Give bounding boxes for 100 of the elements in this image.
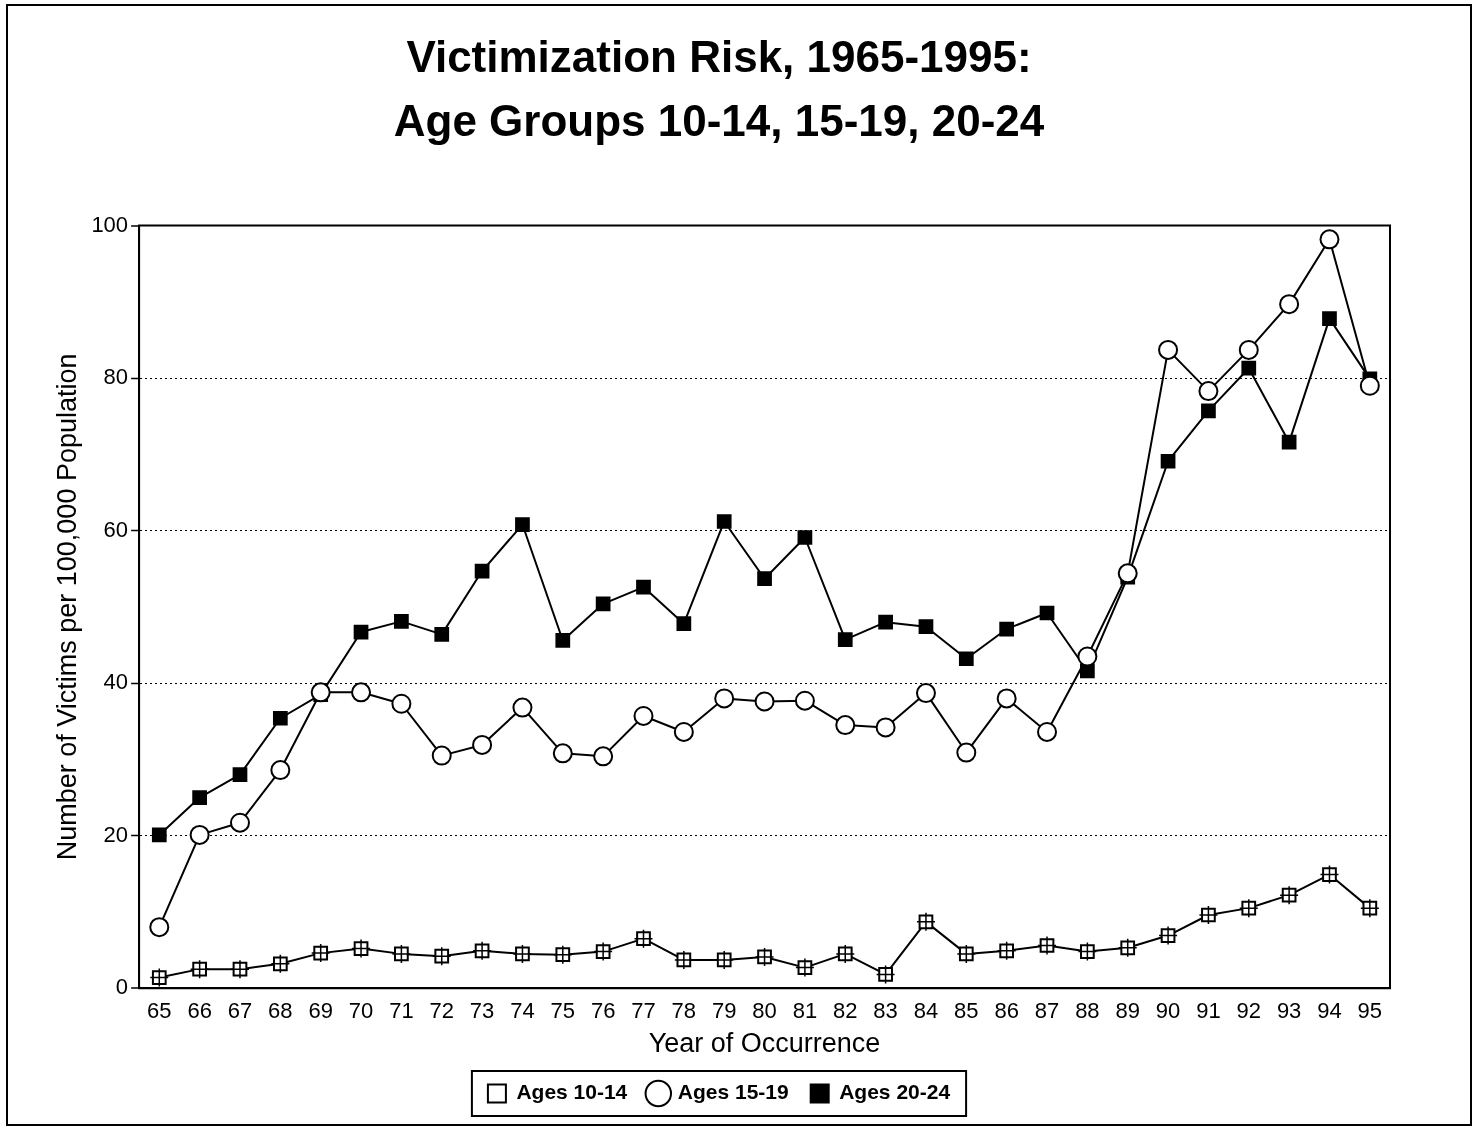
x-tick-label: 83 xyxy=(873,998,898,1024)
point xyxy=(1322,311,1337,326)
point xyxy=(714,688,735,709)
point xyxy=(149,917,170,938)
point xyxy=(1241,360,1257,376)
point xyxy=(192,790,207,805)
point xyxy=(633,705,654,726)
point xyxy=(472,734,493,755)
x-tick-label: 79 xyxy=(711,998,737,1024)
legend-label: Ages 15-19 xyxy=(677,1080,789,1104)
x-tick-label: 85 xyxy=(954,998,979,1024)
point xyxy=(797,530,813,545)
x-tick-label: 66 xyxy=(187,998,212,1024)
point xyxy=(189,824,210,845)
point xyxy=(958,651,974,667)
point xyxy=(918,619,934,635)
x-tick-label: 73 xyxy=(469,998,495,1024)
x-tick-label: 86 xyxy=(994,998,1019,1024)
point xyxy=(1201,403,1216,419)
point xyxy=(875,717,896,738)
x-tick-label: 81 xyxy=(792,998,818,1024)
x-tick-label: 87 xyxy=(1034,998,1060,1024)
point xyxy=(391,693,412,714)
text: Victimization Risk, 1965-1995: xyxy=(406,32,1032,82)
point xyxy=(676,616,692,632)
x-tick-label: 88 xyxy=(1075,998,1100,1024)
point xyxy=(515,517,530,532)
point xyxy=(229,812,250,833)
x-tick-label: 74 xyxy=(510,998,535,1024)
x-tick-label: 84 xyxy=(913,998,939,1024)
point xyxy=(996,688,1017,709)
point xyxy=(434,626,450,642)
x-tick-label: 95 xyxy=(1357,998,1383,1024)
x-tick-label: 89 xyxy=(1115,998,1140,1024)
point xyxy=(552,743,573,764)
x-tick-label: 72 xyxy=(429,998,454,1024)
point xyxy=(956,742,977,763)
text: Age Groups 10-14, 15-19, 20-24 xyxy=(393,95,1045,145)
point xyxy=(595,596,611,612)
point xyxy=(310,682,331,703)
point xyxy=(151,827,167,843)
point xyxy=(757,571,772,587)
point xyxy=(1077,646,1098,667)
x-tick-label: 93 xyxy=(1276,998,1302,1024)
y-tick-label: 80 xyxy=(103,364,129,390)
x-tick-label: 68 xyxy=(268,998,293,1024)
point xyxy=(1160,453,1176,469)
point xyxy=(915,683,936,704)
point xyxy=(636,579,651,595)
point xyxy=(1359,375,1380,396)
legend-label: Ages 20-24 xyxy=(839,1080,951,1104)
x-tick-label: 91 xyxy=(1196,998,1221,1024)
point xyxy=(512,697,533,718)
point xyxy=(754,691,775,712)
point xyxy=(394,614,409,629)
point xyxy=(353,624,369,640)
point xyxy=(794,690,815,711)
point xyxy=(835,715,856,736)
x-tick-label: 94 xyxy=(1317,998,1342,1024)
x-tick-label: 70 xyxy=(348,998,374,1024)
y-axis-title: Number of Victims per 100,000 Population xyxy=(51,353,82,861)
point xyxy=(1319,229,1340,250)
x-tick-label: 80 xyxy=(752,998,777,1024)
point xyxy=(270,760,291,781)
point xyxy=(999,621,1015,637)
y-tick-label: 0 xyxy=(115,974,129,1000)
point xyxy=(716,514,732,529)
point xyxy=(1281,434,1297,450)
point xyxy=(351,682,372,703)
x-tick-label: 75 xyxy=(550,998,576,1024)
x-tick-label: 67 xyxy=(227,998,253,1024)
point xyxy=(1037,721,1058,742)
y-tick-label: 20 xyxy=(103,821,129,847)
point xyxy=(232,767,248,783)
point xyxy=(555,633,571,648)
legend-label: Ages 10-14 xyxy=(516,1080,628,1104)
point xyxy=(1117,563,1138,584)
x-tick-label: 92 xyxy=(1236,998,1262,1024)
point xyxy=(878,614,893,630)
y-tick-label: 100 xyxy=(91,211,129,237)
x-tick-label: 78 xyxy=(671,998,697,1024)
x-tick-label: 82 xyxy=(833,998,858,1024)
x-tick-label: 69 xyxy=(308,998,333,1024)
x-tick-label: 77 xyxy=(631,998,656,1024)
point xyxy=(1279,294,1300,315)
x-tick-label: 90 xyxy=(1155,998,1181,1024)
point xyxy=(272,710,288,726)
point xyxy=(1238,339,1259,360)
x-tick-label: 71 xyxy=(389,998,414,1024)
x-tick-label: 65 xyxy=(147,998,172,1024)
x-axis-title: Year of Occurrence xyxy=(648,1028,881,1059)
point xyxy=(1158,339,1179,360)
y-tick-label: 40 xyxy=(103,669,129,695)
point xyxy=(837,632,853,648)
point xyxy=(1039,605,1055,621)
point xyxy=(1198,381,1219,402)
point xyxy=(673,721,694,742)
x-tick-label: 76 xyxy=(590,998,616,1024)
y-tick-label: 60 xyxy=(103,516,129,542)
point xyxy=(431,745,452,766)
